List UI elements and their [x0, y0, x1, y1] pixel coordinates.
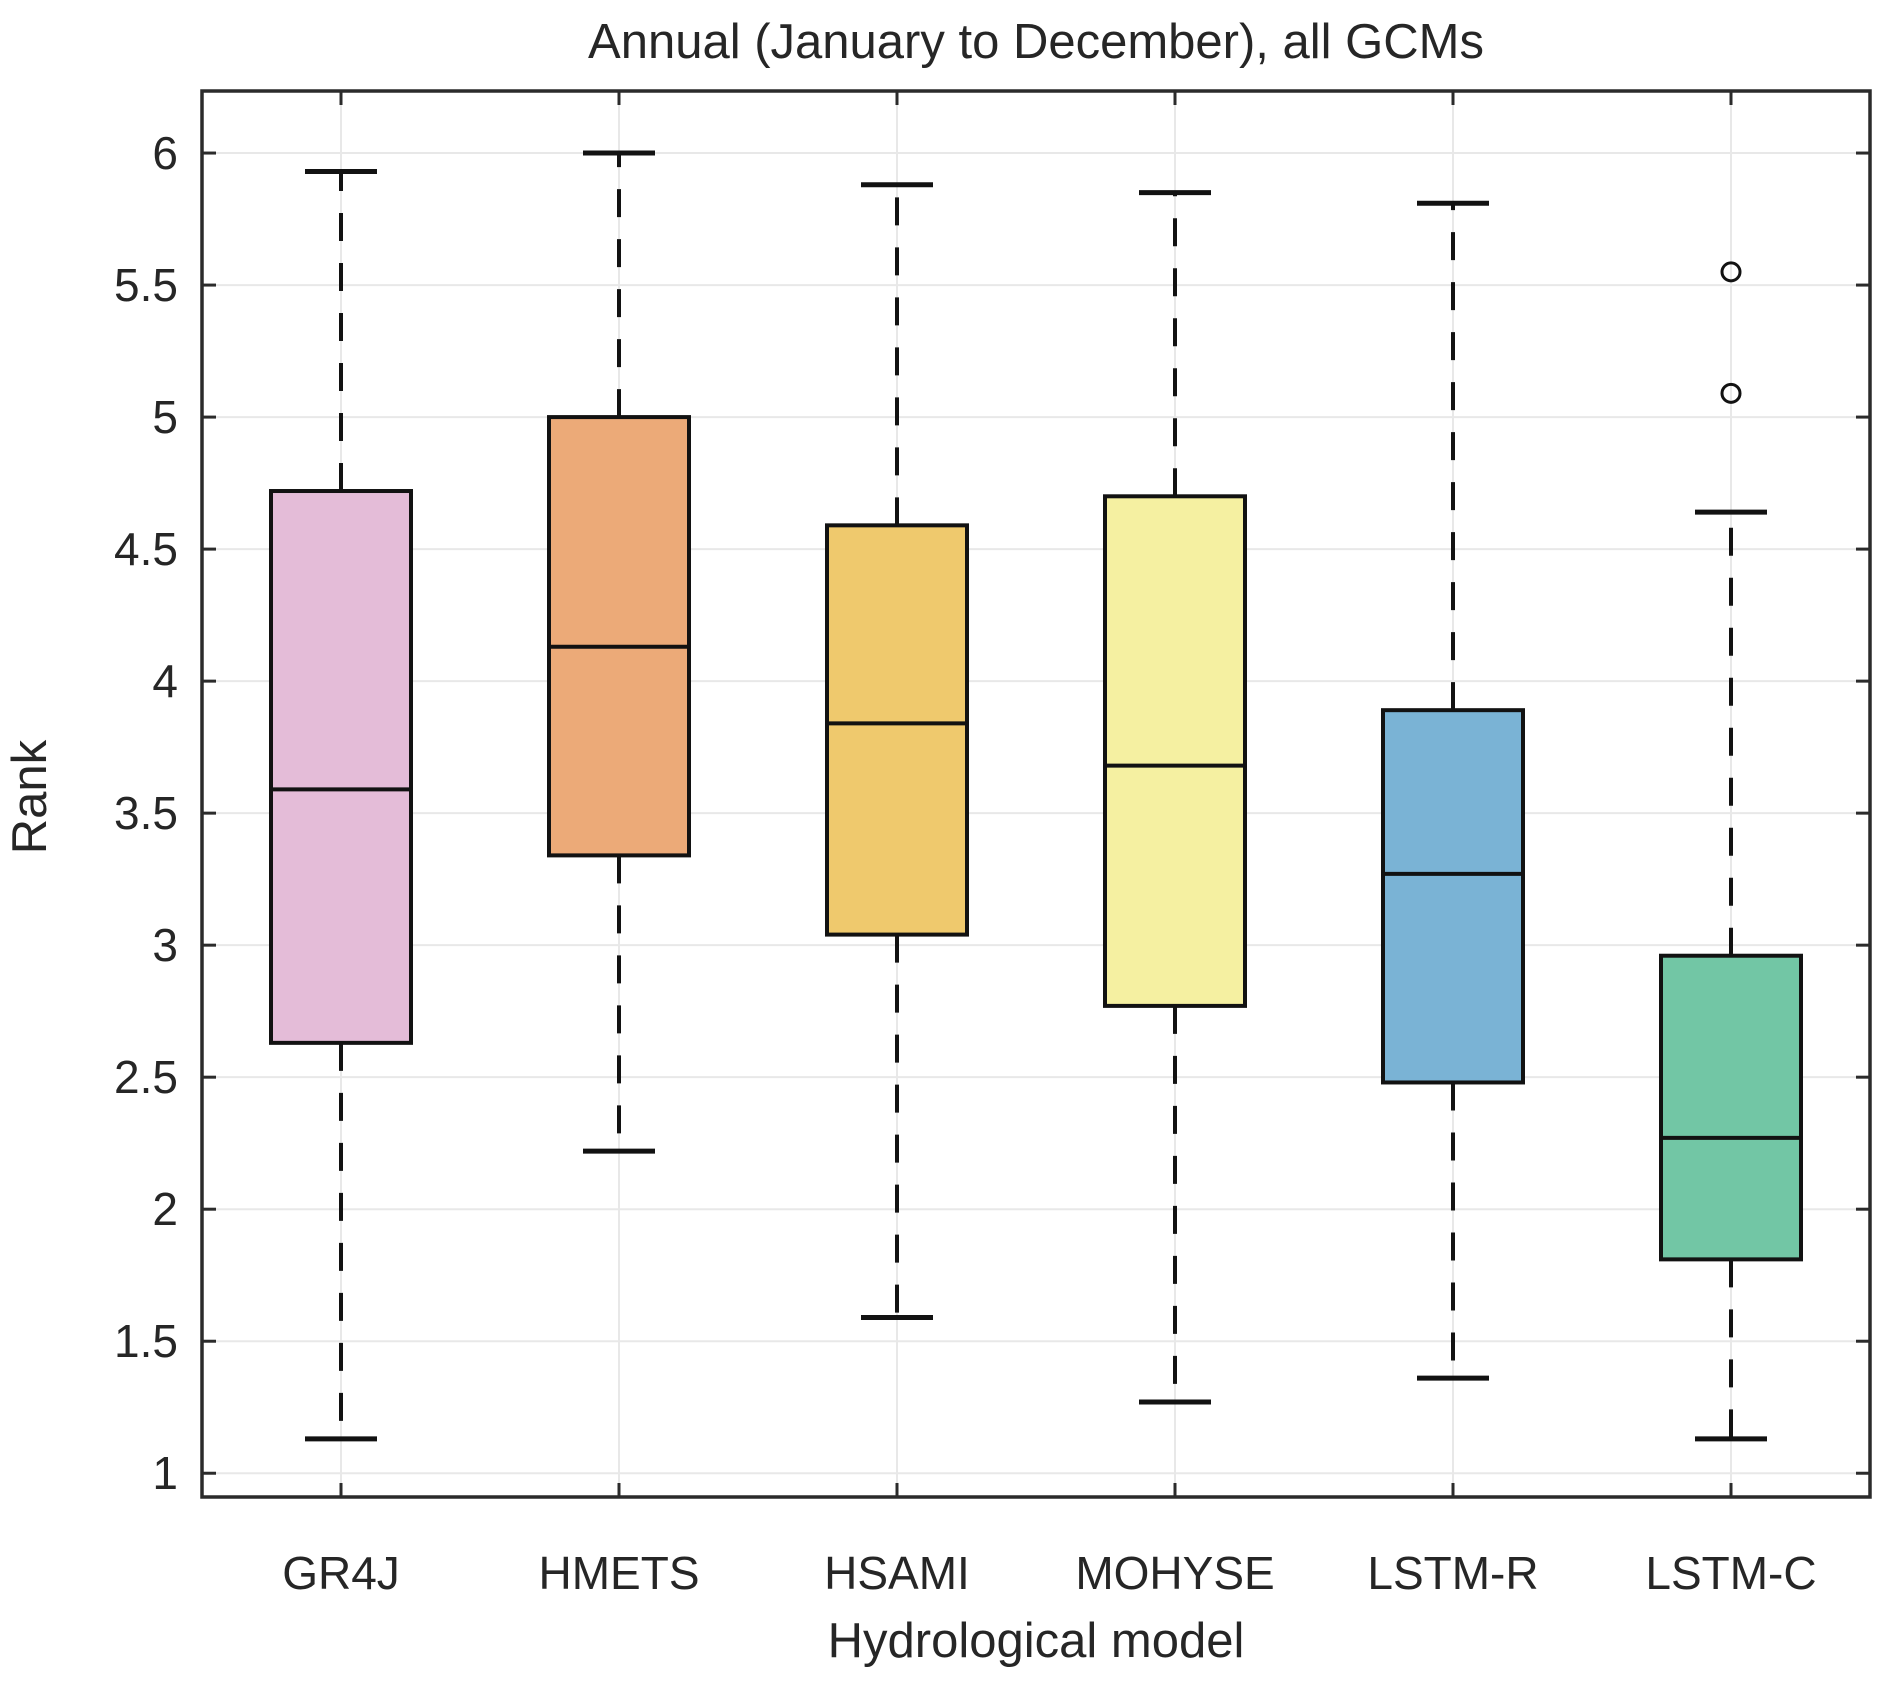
- y-tick-label: 4.5: [114, 523, 178, 575]
- y-tick-label: 2.5: [114, 1051, 178, 1103]
- y-tick-label: 3: [152, 919, 178, 971]
- x-axis-label: Hydrological model: [827, 1614, 1245, 1668]
- y-tick-label: 5.5: [114, 259, 178, 311]
- iqr-box: [269, 489, 413, 1045]
- y-tick-label: 1: [152, 1447, 178, 1499]
- x-tick-label: HMETS: [539, 1547, 700, 1599]
- y-tick-label: 6: [152, 127, 178, 179]
- iqr-box: [1659, 953, 1803, 1262]
- y-axis-label: Rank: [3, 739, 57, 855]
- y-tick-label: 5: [152, 391, 178, 443]
- y-tick-label: 3.5: [114, 787, 178, 839]
- chart-title: Annual (January to December), all GCMs: [588, 15, 1484, 69]
- iqr-box: [547, 415, 691, 858]
- x-tick-label: LSTM-R: [1367, 1547, 1538, 1599]
- y-tick-label: 2: [152, 1183, 178, 1235]
- x-tick-label: HSAMI: [824, 1547, 970, 1599]
- iqr-box: [1103, 494, 1247, 1008]
- axis-frame: [200, 89, 1872, 1499]
- outlier-point: [1720, 261, 1742, 283]
- iqr-box: [1381, 708, 1525, 1085]
- y-tick-label: 1.5: [114, 1315, 178, 1367]
- iqr-box: [825, 523, 969, 937]
- x-tick-label: GR4J: [282, 1547, 400, 1599]
- outlier-point: [1720, 382, 1742, 404]
- x-tick-label: MOHYSE: [1075, 1547, 1274, 1599]
- y-tick-label: 4: [152, 655, 178, 707]
- x-tick-label: LSTM-C: [1645, 1547, 1816, 1599]
